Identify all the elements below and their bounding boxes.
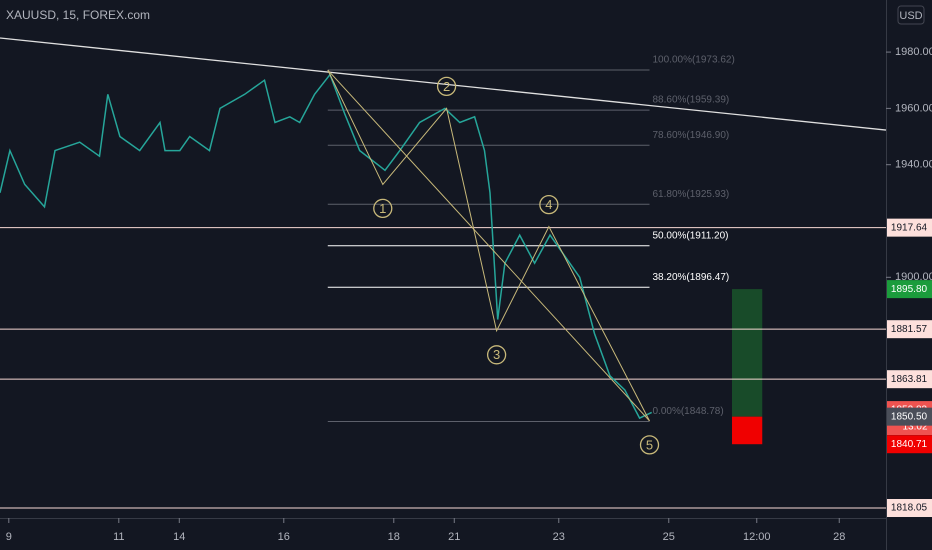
trendline — [0, 37, 887, 131]
stop-zone — [732, 416, 763, 445]
fib-label: 0.00%(1848.78) — [653, 406, 724, 417]
price-label-bg — [887, 370, 932, 389]
chart-title: XAUUSD, 15, FOREX.com — [6, 8, 150, 22]
price-label: 1895.80 — [891, 284, 928, 295]
wave-marker — [436, 76, 457, 97]
price-label-bg — [887, 218, 932, 237]
x-tick-label: 11 — [113, 531, 124, 543]
fib-label: 50.00%(1911.20) — [653, 230, 729, 241]
price-label-bg — [887, 320, 932, 339]
wave-marker — [486, 345, 507, 365]
currency-box[interactable] — [897, 5, 925, 25]
price-label: 1917.64 — [891, 222, 928, 233]
wave-marker — [639, 435, 660, 455]
currency: USD — [899, 10, 922, 22]
wave-label: 1 — [379, 201, 386, 216]
price-label: 1840.71 — [891, 439, 928, 450]
x-tick-label: 28 — [833, 531, 845, 543]
wave-path — [327, 69, 650, 422]
price-label-bg — [887, 280, 932, 299]
y-tick-label: 1960.00 — [895, 102, 932, 114]
x-tick-label: 21 — [448, 531, 460, 543]
x-tick-label: 14 — [173, 531, 185, 543]
price-label: 1818.05 — [891, 503, 928, 514]
wave-label: 2 — [443, 79, 450, 94]
wave-diagonal — [327, 69, 650, 422]
fib-label: 100.00%(1973.62) — [653, 55, 735, 66]
price-label: 1863.81 — [891, 374, 928, 385]
price-label: 1850.50 — [891, 411, 928, 422]
target-zone — [732, 289, 763, 417]
price-label-bg — [887, 499, 932, 518]
x-tick-label: 23 — [553, 531, 565, 543]
x-tick-label: 25 — [663, 531, 675, 543]
price-label: 1881.57 — [891, 324, 928, 335]
x-tick-label: 18 — [388, 531, 400, 543]
x-tick-label: 12:00 — [743, 531, 771, 543]
fib-label: 61.80%(1925.93) — [653, 189, 730, 200]
wave-marker — [373, 198, 393, 219]
countdown: 13:02 — [902, 422, 927, 433]
y-tick-label: 1940.00 — [895, 159, 932, 171]
x-tick-label: 16 — [278, 531, 290, 543]
wave-label: 4 — [545, 197, 552, 212]
y-tick-label: 1980.00 — [895, 46, 932, 58]
fib-label: 38.20%(1896.47) — [653, 272, 730, 283]
wave-marker — [539, 194, 559, 215]
wave-label: 5 — [646, 437, 653, 452]
price-label-bg — [887, 407, 932, 426]
fib-label: 88.60%(1959.39) — [653, 95, 730, 106]
fib-label: 78.60%(1946.90) — [653, 130, 730, 141]
price-label-bg — [887, 435, 932, 454]
x-tick-label: 9 — [6, 531, 12, 543]
wave-label: 3 — [493, 347, 500, 362]
